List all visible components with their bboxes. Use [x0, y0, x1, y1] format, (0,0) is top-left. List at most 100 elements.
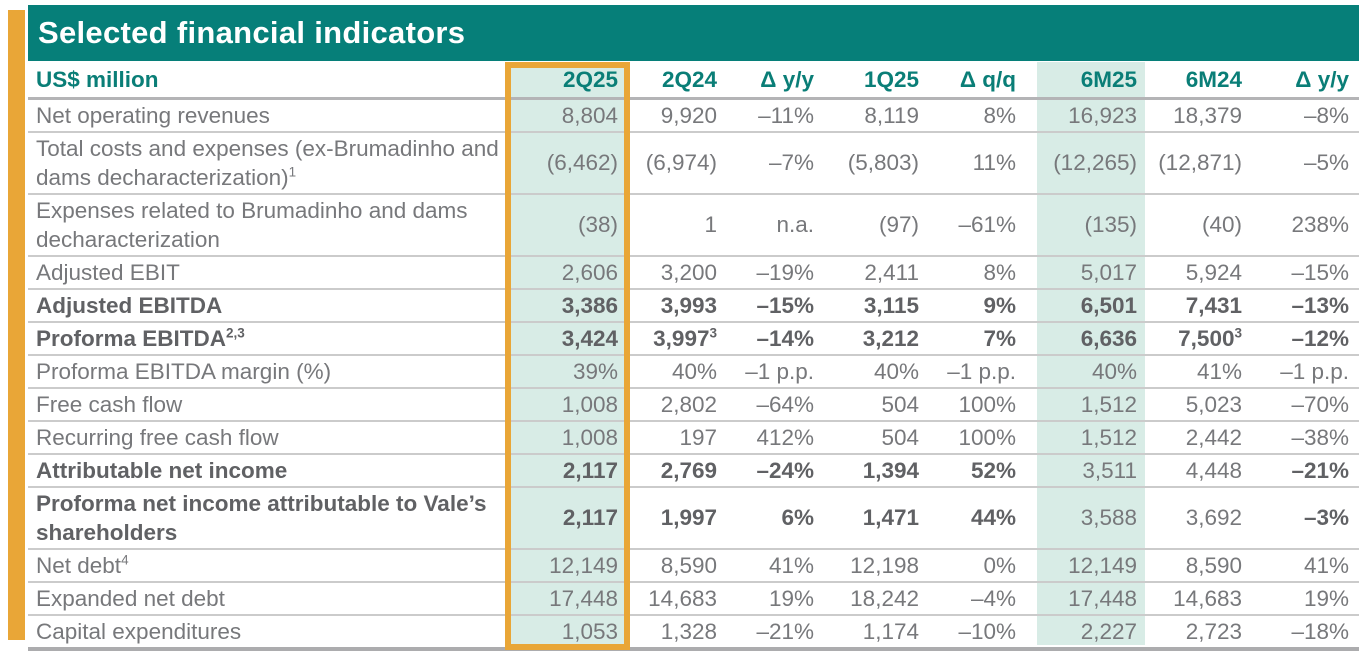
cell-6m24: (12,871): [1158, 150, 1242, 175]
cell-q-q: –4%: [970, 585, 1016, 611]
financial-indicators-table: US$ million 2Q25 2Q24 Δ y/y 1Q25 Δ q/q 6M25 6M…: [28, 62, 1359, 651]
column-header-unit: US$ million: [36, 67, 159, 92]
cell-6m24: 5,924: [1185, 259, 1242, 285]
cell-y-y: 412%: [756, 424, 814, 450]
header-band: Selected financial indicators: [28, 5, 1359, 61]
table-row: Total costs and expenses (ex-Brumadinho …: [28, 133, 1359, 195]
table-row: Proforma EBITDA2,3 3,424 3,9973 –14% 3,212 7%…: [28, 323, 1359, 356]
cell-2q24: (6,974): [645, 150, 717, 175]
column-header-6m24: 6M24: [1185, 66, 1242, 92]
cell-6m24: 7,431: [1185, 292, 1242, 318]
cell-q-q: 0%: [983, 552, 1016, 578]
row-label: Net operating revenues: [36, 103, 270, 128]
cell-y-y: –5%: [1303, 150, 1349, 175]
cell-6m24: 18,379: [1173, 102, 1242, 128]
cell-2q24: 40%: [671, 358, 717, 384]
cell-q-q: 11%: [972, 150, 1016, 175]
row-label: Capital expenditures: [36, 619, 242, 644]
cell-y-y: 41%: [768, 552, 814, 578]
cell-y-y: n.a.: [776, 212, 814, 237]
cell-6m25: 6,501: [1080, 292, 1137, 318]
cell-2q24: 1,328: [660, 618, 717, 644]
cell-2q24: 1,997: [660, 505, 717, 530]
cell-6m24: 41%: [1196, 358, 1242, 384]
cell-6m24: 14,683: [1173, 585, 1242, 611]
cell-2q24: 197: [679, 424, 717, 450]
cell-2q24: 2,802: [660, 391, 717, 417]
row-label: Proforma EBITDA margin (%): [36, 359, 332, 384]
cell-2q25: 8,804: [561, 102, 618, 128]
row-label: Total costs and expenses (ex-Brumadinho …: [36, 136, 499, 190]
table-row: Recurring free cash flow 1,008 197 412% 504 1…: [28, 422, 1359, 455]
table-row: Proforma net income attributable to Vale…: [28, 488, 1359, 550]
cell-y-y: –64%: [756, 391, 814, 417]
cell-q-q: 100%: [958, 391, 1016, 417]
cell-6m25: (12,265): [1053, 150, 1137, 175]
column-header-y-y: Δ y/y: [760, 66, 814, 92]
cell-y-y: –11%: [758, 102, 814, 128]
cell-2q25: 3,386: [561, 292, 618, 318]
cell-6m25: 1,512: [1080, 391, 1137, 417]
cell-2q24: 14,683: [648, 585, 717, 611]
cell-y-y: –3%: [1303, 505, 1349, 530]
cell-2q25: 39%: [572, 358, 618, 384]
cell-q-q: 44%: [970, 505, 1016, 530]
cell-2q24: 8,590: [660, 552, 717, 578]
cell-q-q: 8%: [983, 259, 1016, 285]
row-label: Expanded net debt: [36, 586, 225, 611]
table-body: Net operating revenues 8,804 9,920 –11% 8,11…: [28, 100, 1359, 651]
cell-y-y: 41%: [1303, 552, 1349, 578]
cell-1q25: 12,198: [850, 552, 919, 578]
cell-1q25: 1,471: [862, 505, 919, 530]
cell-q-q: –1 p.p.: [947, 358, 1016, 384]
cell-y-y: –13%: [1291, 292, 1349, 318]
table-row: Net debt4 12,149 8,590 41% 12,198 0% 12,149 8,5…: [28, 550, 1359, 583]
cell-y-y: –1 p.p.: [1280, 358, 1349, 384]
highlight-2q25-column: [511, 62, 624, 644]
cell-1q25: 3,212: [862, 325, 919, 351]
cell-y-y: –12%: [1291, 325, 1349, 351]
cell-1q25: 504: [881, 391, 919, 417]
column-header-y-y: Δ y/y: [1295, 66, 1349, 92]
cell-2q25: 2,606: [561, 259, 618, 285]
cell-6m24: 5,023: [1185, 391, 1242, 417]
cell-2q24: 9,920: [660, 102, 717, 128]
cell-2q24: 3,200: [660, 259, 717, 285]
row-label: Recurring free cash flow: [36, 425, 279, 450]
cell-y-y: –15%: [1291, 259, 1349, 285]
row-label: Free cash flow: [36, 392, 183, 417]
cell-q-q: –61%: [958, 212, 1016, 237]
row-label: Proforma net income attributable to Vale…: [36, 491, 487, 545]
cell-q-q: 100%: [958, 424, 1016, 450]
cell-2q25: 17,448: [549, 585, 618, 611]
cell-6m25: 40%: [1091, 358, 1137, 384]
cell-y-y: –18%: [1291, 618, 1349, 644]
cell-q-q: 9%: [983, 292, 1016, 318]
cell-2q25: (38): [577, 212, 618, 237]
row-label: Adjusted EBIT: [36, 260, 180, 285]
cell-1q25: 1,394: [862, 457, 919, 483]
cell-q-q: –10%: [958, 618, 1016, 644]
cell-y-y: 19%: [1303, 585, 1349, 611]
cell-q-q: 52%: [970, 457, 1016, 483]
cell-2q25: 12,149: [549, 552, 618, 578]
column-header-q-q: Δ q/q: [959, 66, 1016, 92]
cell-1q25: (97): [878, 212, 919, 237]
table-header-row: US$ million 2Q25 2Q24 Δ y/y 1Q25 Δ q/q 6M25 6M…: [28, 62, 1359, 100]
highlight-6m25-column: [1037, 62, 1145, 645]
table-row: Expenses related to Brumadinho and dams …: [28, 195, 1359, 257]
cell-6m25: 5,017: [1080, 259, 1137, 285]
cell-2q24: 3,9973: [653, 325, 717, 351]
column-header-6m25: 6M25: [1080, 66, 1137, 92]
row-label: Attributable net income: [36, 458, 288, 483]
cell-y-y: –70%: [1291, 391, 1349, 417]
cell-6m25: 1,512: [1080, 424, 1137, 450]
cell-y-y: –15%: [756, 292, 814, 318]
cell-1q25: 504: [881, 424, 919, 450]
cell-6m24: 2,442: [1185, 424, 1242, 450]
cell-6m24: 7,5003: [1178, 325, 1242, 351]
cell-6m24: 8,590: [1185, 552, 1242, 578]
cell-y-y: –24%: [756, 457, 814, 483]
row-label: Adjusted EBITDA: [36, 293, 223, 318]
cell-1q25: 2,411: [864, 259, 919, 285]
